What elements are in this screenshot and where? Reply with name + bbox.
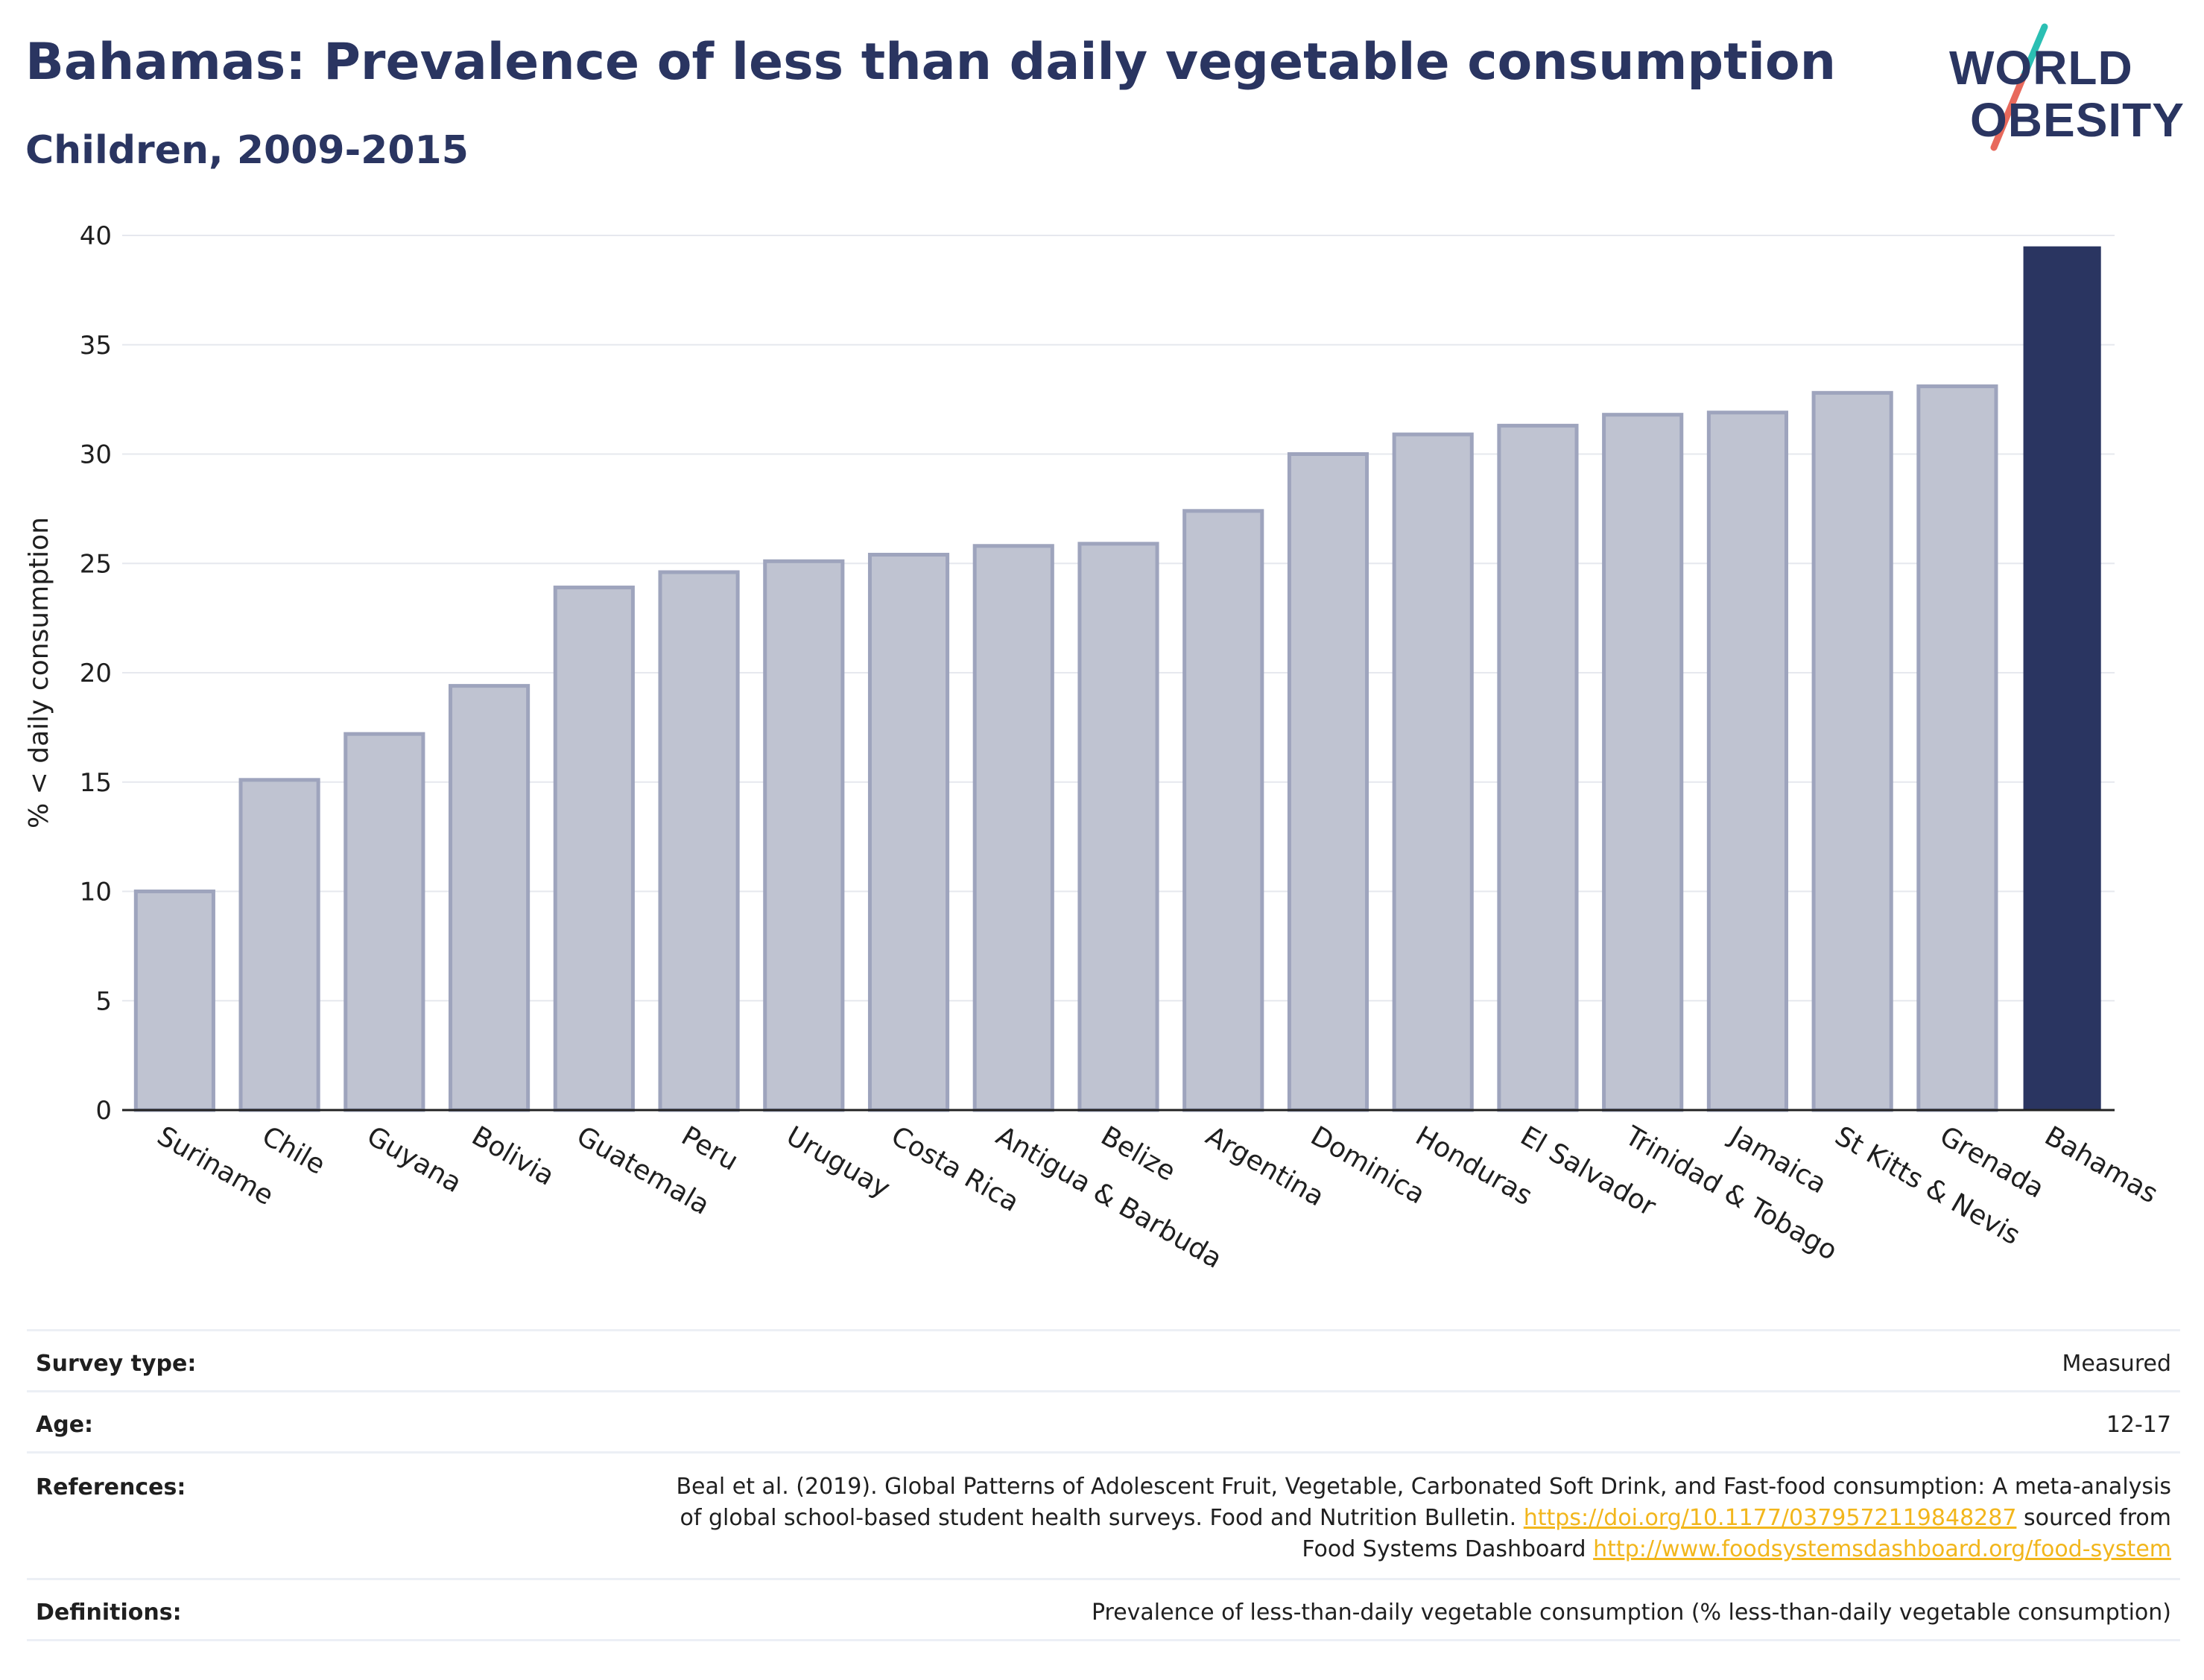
- definitions-value: Prevalence of less-than-daily vegetable …: [1091, 1600, 2171, 1626]
- chart-title: Bahamas: Prevalence of less than daily v…: [25, 33, 1837, 92]
- world-obesity-logo: WORLD OBESITY: [1937, 21, 2191, 162]
- bar-bahamas: [2023, 246, 2101, 1110]
- y-tick-label: 0: [95, 1096, 112, 1126]
- y-axis-label: % < daily consumption: [24, 517, 54, 828]
- y-tick-label: 25: [80, 549, 112, 579]
- references-line-3: Food Systems Dashboard http://www.foodsy…: [676, 1534, 2171, 1565]
- x-tick-label: Guyana: [361, 1120, 466, 1199]
- references-line-1: Beal et al. (2019). Global Patterns of A…: [676, 1474, 2171, 1500]
- x-tick-label: Honduras: [1410, 1120, 1537, 1211]
- y-tick-label: 15: [80, 768, 112, 798]
- x-tick-label: Peru: [677, 1120, 744, 1177]
- x-tick-label: Bolivia: [466, 1120, 560, 1192]
- bar-peru: [658, 570, 740, 1112]
- references-value: Beal et al. (2019). Global Patterns of A…: [676, 1471, 2171, 1565]
- bar-suriname: [133, 890, 215, 1112]
- bar-argentina: [1182, 509, 1264, 1112]
- bar-grenada: [1916, 384, 1998, 1112]
- x-tick-label: St Kitts & Nevis: [1830, 1120, 2025, 1251]
- x-tick-label: Uruguay: [781, 1120, 895, 1204]
- y-tick-label: 10: [80, 878, 112, 907]
- bar-dominica: [1287, 452, 1369, 1112]
- meta-row-age: Age: 12-17: [27, 1390, 2180, 1452]
- references-line-2: of global school-based student health su…: [676, 1503, 2171, 1534]
- bar-guyana: [343, 732, 425, 1112]
- survey-type-label: Survey type:: [36, 1351, 197, 1377]
- meta-row-survey-type: Survey type: Measured: [27, 1329, 2180, 1391]
- meta-row-references: References: Beal et al. (2019). Global P…: [27, 1451, 2180, 1579]
- meta-bottom-border: [27, 1639, 2180, 1641]
- doi-link[interactable]: https://doi.org/10.1177/0379572119848287: [1523, 1505, 2017, 1531]
- y-tick-label: 40: [80, 221, 112, 251]
- bar-belize: [1077, 542, 1159, 1112]
- bar-st-kitts-nevis: [1811, 390, 1893, 1112]
- bar-guatemala: [553, 586, 635, 1112]
- bars: [133, 246, 2101, 1112]
- bar-bolivia: [449, 684, 531, 1112]
- bar-jamaica: [1706, 411, 1788, 1112]
- bar-chile: [238, 778, 320, 1112]
- references-line-2-tail: sourced from: [2023, 1505, 2171, 1531]
- logo-slash-icon: [1990, 23, 2048, 151]
- bar-honduras: [1392, 432, 1474, 1112]
- y-tick-label: 30: [80, 440, 112, 470]
- x-tick-label: Argentina: [1200, 1120, 1329, 1212]
- y-tick-label: 35: [80, 331, 112, 361]
- references-line-2-text: of global school-based student health su…: [680, 1505, 1517, 1531]
- x-tick-label: Chile: [257, 1120, 331, 1181]
- references-line-3-text: Food Systems Dashboard: [1302, 1536, 1586, 1562]
- logo-word-obesity: OBESITY: [1970, 93, 2185, 147]
- references-label: References:: [36, 1474, 186, 1500]
- x-tick-label: Bahamas: [2039, 1120, 2163, 1209]
- bar-trinidad-tobago: [1602, 413, 1684, 1112]
- bar-antigua-barbuda: [972, 544, 1054, 1112]
- definitions-label: Definitions:: [36, 1600, 182, 1626]
- age-label: Age:: [36, 1412, 94, 1438]
- bar-uruguay: [763, 559, 845, 1112]
- y-axis-ticks: 0 5 10 15 20 25 30 35 40: [80, 221, 112, 1126]
- chart-subtitle: Children, 2009-2015: [25, 128, 469, 173]
- logo-word-world: WORLD: [1949, 41, 2133, 95]
- bar-el-salvador: [1497, 423, 1579, 1112]
- x-tick-label: Suriname: [152, 1120, 279, 1211]
- y-tick-label: 20: [80, 659, 112, 688]
- x-tick-label: Dominica: [1305, 1120, 1430, 1210]
- y-tick-label: 5: [95, 986, 112, 1016]
- age-value: 12-17: [2106, 1412, 2171, 1438]
- x-tick-label: Belize: [1096, 1120, 1181, 1187]
- meta-row-definitions: Definitions: Prevalence of less-than-dai…: [27, 1578, 2180, 1641]
- bar-costa-rica: [867, 553, 950, 1112]
- survey-type-value: Measured: [2062, 1351, 2171, 1377]
- food-systems-link[interactable]: http://www.foodsystemsdashboard.org/food…: [1593, 1536, 2171, 1562]
